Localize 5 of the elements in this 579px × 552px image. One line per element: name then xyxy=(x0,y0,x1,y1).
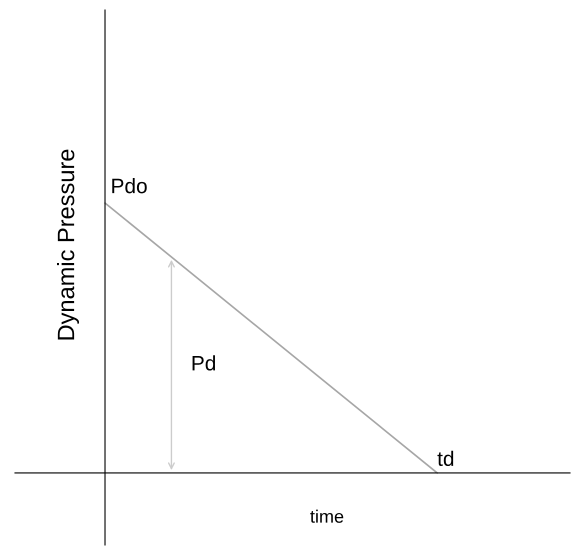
annotation: Pd xyxy=(192,355,216,371)
x-axis-title: time xyxy=(310,510,344,523)
text: Pdo xyxy=(112,178,147,194)
annotation: td xyxy=(437,450,454,466)
y-axis-title: Dynamic Pressure xyxy=(56,150,80,340)
